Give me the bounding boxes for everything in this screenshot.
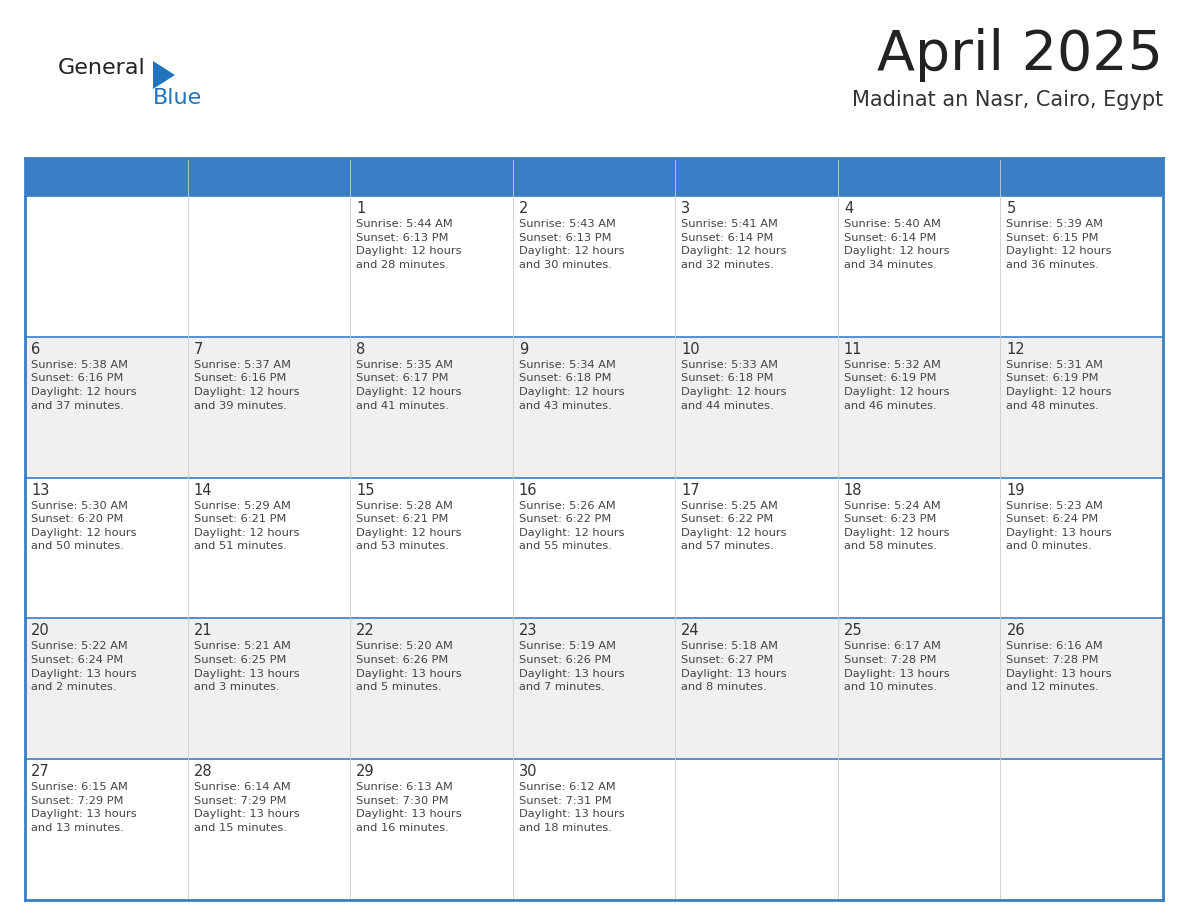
Text: 26: 26 [1006,623,1025,638]
Text: Friday: Friday [846,207,897,222]
Text: 25: 25 [843,623,862,638]
Text: Sunrise: 5:30 AM
Sunset: 6:20 PM
Daylight: 12 hours
and 50 minutes.: Sunrise: 5:30 AM Sunset: 6:20 PM Dayligh… [31,500,137,552]
Bar [25,196,1163,337]
Text: 14: 14 [194,483,213,498]
Text: 15: 15 [356,483,374,498]
Bar [188,158,350,196]
Text: Sunrise: 5:37 AM
Sunset: 6:16 PM
Daylight: 12 hours
and 39 minutes.: Sunrise: 5:37 AM Sunset: 6:16 PM Dayligh… [194,360,299,410]
Text: Wednesday: Wednesday [520,207,615,222]
Text: Sunrise: 5:29 AM
Sunset: 6:21 PM
Daylight: 12 hours
and 51 minutes.: Sunrise: 5:29 AM Sunset: 6:21 PM Dayligh… [194,500,299,552]
Text: Monday: Monday [196,207,260,222]
Text: Tuesday: Tuesday [358,207,425,222]
Text: 20: 20 [31,623,50,638]
Text: 5: 5 [1006,201,1016,216]
Text: General: General [58,58,146,78]
Bar [350,158,513,196]
Text: Sunrise: 6:15 AM
Sunset: 7:29 PM
Daylight: 13 hours
and 13 minutes.: Sunrise: 6:15 AM Sunset: 7:29 PM Dayligh… [31,782,137,833]
Text: 18: 18 [843,483,862,498]
Text: 13: 13 [31,483,50,498]
Text: 4: 4 [843,201,853,216]
Text: Sunrise: 5:31 AM
Sunset: 6:19 PM
Daylight: 12 hours
and 48 minutes.: Sunrise: 5:31 AM Sunset: 6:19 PM Dayligh… [1006,360,1112,410]
Bar [513,158,675,196]
Text: Sunrise: 5:20 AM
Sunset: 6:26 PM
Daylight: 13 hours
and 5 minutes.: Sunrise: 5:20 AM Sunset: 6:26 PM Dayligh… [356,642,462,692]
Text: Sunrise: 5:39 AM
Sunset: 6:15 PM
Daylight: 12 hours
and 36 minutes.: Sunrise: 5:39 AM Sunset: 6:15 PM Dayligh… [1006,219,1112,270]
Text: Sunrise: 5:41 AM
Sunset: 6:14 PM
Daylight: 12 hours
and 32 minutes.: Sunrise: 5:41 AM Sunset: 6:14 PM Dayligh… [681,219,786,270]
Text: Sunrise: 5:34 AM
Sunset: 6:18 PM
Daylight: 12 hours
and 43 minutes.: Sunrise: 5:34 AM Sunset: 6:18 PM Dayligh… [519,360,624,410]
Text: 10: 10 [681,341,700,357]
Text: Sunrise: 5:22 AM
Sunset: 6:24 PM
Daylight: 13 hours
and 2 minutes.: Sunrise: 5:22 AM Sunset: 6:24 PM Dayligh… [31,642,137,692]
Bar [1000,158,1163,196]
Text: 22: 22 [356,623,375,638]
Text: Sunrise: 5:40 AM
Sunset: 6:14 PM
Daylight: 12 hours
and 34 minutes.: Sunrise: 5:40 AM Sunset: 6:14 PM Dayligh… [843,219,949,270]
Text: 6: 6 [31,341,40,357]
Text: 8: 8 [356,341,366,357]
Bar [25,337,1163,477]
Text: Sunrise: 5:33 AM
Sunset: 6:18 PM
Daylight: 12 hours
and 44 minutes.: Sunrise: 5:33 AM Sunset: 6:18 PM Dayligh… [681,360,786,410]
Text: 23: 23 [519,623,537,638]
Bar [25,759,1163,900]
Text: 19: 19 [1006,483,1025,498]
Text: Sunrise: 5:38 AM
Sunset: 6:16 PM
Daylight: 12 hours
and 37 minutes.: Sunrise: 5:38 AM Sunset: 6:16 PM Dayligh… [31,360,137,410]
Text: 17: 17 [681,483,700,498]
Text: Saturday: Saturday [1009,207,1083,222]
Text: Sunrise: 5:32 AM
Sunset: 6:19 PM
Daylight: 12 hours
and 46 minutes.: Sunrise: 5:32 AM Sunset: 6:19 PM Dayligh… [843,360,949,410]
Polygon shape [153,61,175,89]
Text: Sunrise: 5:18 AM
Sunset: 6:27 PM
Daylight: 13 hours
and 8 minutes.: Sunrise: 5:18 AM Sunset: 6:27 PM Dayligh… [681,642,786,692]
Text: 9: 9 [519,341,527,357]
Text: Thursday: Thursday [683,207,759,222]
Text: Sunrise: 5:24 AM
Sunset: 6:23 PM
Daylight: 12 hours
and 58 minutes.: Sunrise: 5:24 AM Sunset: 6:23 PM Dayligh… [843,500,949,552]
Text: 11: 11 [843,341,862,357]
Text: Sunrise: 6:16 AM
Sunset: 7:28 PM
Daylight: 13 hours
and 12 minutes.: Sunrise: 6:16 AM Sunset: 7:28 PM Dayligh… [1006,642,1112,692]
Text: Sunrise: 5:28 AM
Sunset: 6:21 PM
Daylight: 12 hours
and 53 minutes.: Sunrise: 5:28 AM Sunset: 6:21 PM Dayligh… [356,500,462,552]
Text: 21: 21 [194,623,213,638]
Bar [675,158,838,196]
Text: Sunrise: 5:44 AM
Sunset: 6:13 PM
Daylight: 12 hours
and 28 minutes.: Sunrise: 5:44 AM Sunset: 6:13 PM Dayligh… [356,219,462,270]
Bar [25,619,1163,759]
Text: Sunrise: 5:25 AM
Sunset: 6:22 PM
Daylight: 12 hours
and 57 minutes.: Sunrise: 5:25 AM Sunset: 6:22 PM Dayligh… [681,500,786,552]
Text: Sunrise: 6:12 AM
Sunset: 7:31 PM
Daylight: 13 hours
and 18 minutes.: Sunrise: 6:12 AM Sunset: 7:31 PM Dayligh… [519,782,625,833]
Bar [25,158,188,196]
Text: Sunrise: 5:19 AM
Sunset: 6:26 PM
Daylight: 13 hours
and 7 minutes.: Sunrise: 5:19 AM Sunset: 6:26 PM Dayligh… [519,642,625,692]
Text: 16: 16 [519,483,537,498]
Text: Sunrise: 5:43 AM
Sunset: 6:13 PM
Daylight: 12 hours
and 30 minutes.: Sunrise: 5:43 AM Sunset: 6:13 PM Dayligh… [519,219,624,270]
Text: 3: 3 [681,201,690,216]
Text: Blue: Blue [153,88,202,108]
Text: 30: 30 [519,764,537,779]
Text: 7: 7 [194,341,203,357]
Text: 2: 2 [519,201,529,216]
Text: Madinat an Nasr, Cairo, Egypt: Madinat an Nasr, Cairo, Egypt [852,90,1163,110]
Text: 28: 28 [194,764,213,779]
Text: April 2025: April 2025 [877,28,1163,82]
Text: Sunrise: 6:13 AM
Sunset: 7:30 PM
Daylight: 13 hours
and 16 minutes.: Sunrise: 6:13 AM Sunset: 7:30 PM Dayligh… [356,782,462,833]
Text: Sunday: Sunday [33,207,94,222]
Text: Sunrise: 5:26 AM
Sunset: 6:22 PM
Daylight: 12 hours
and 55 minutes.: Sunrise: 5:26 AM Sunset: 6:22 PM Dayligh… [519,500,624,552]
Text: 27: 27 [31,764,50,779]
Text: 12: 12 [1006,341,1025,357]
Text: Sunrise: 5:35 AM
Sunset: 6:17 PM
Daylight: 12 hours
and 41 minutes.: Sunrise: 5:35 AM Sunset: 6:17 PM Dayligh… [356,360,462,410]
Text: Sunrise: 6:14 AM
Sunset: 7:29 PM
Daylight: 13 hours
and 15 minutes.: Sunrise: 6:14 AM Sunset: 7:29 PM Dayligh… [194,782,299,833]
Bar [838,158,1000,196]
Text: 24: 24 [681,623,700,638]
Bar [25,477,1163,619]
Text: Sunrise: 5:23 AM
Sunset: 6:24 PM
Daylight: 13 hours
and 0 minutes.: Sunrise: 5:23 AM Sunset: 6:24 PM Dayligh… [1006,500,1112,552]
Text: Sunrise: 6:17 AM
Sunset: 7:28 PM
Daylight: 13 hours
and 10 minutes.: Sunrise: 6:17 AM Sunset: 7:28 PM Dayligh… [843,642,949,692]
Text: 1: 1 [356,201,366,216]
Text: 29: 29 [356,764,374,779]
Text: Sunrise: 5:21 AM
Sunset: 6:25 PM
Daylight: 13 hours
and 3 minutes.: Sunrise: 5:21 AM Sunset: 6:25 PM Dayligh… [194,642,299,692]
